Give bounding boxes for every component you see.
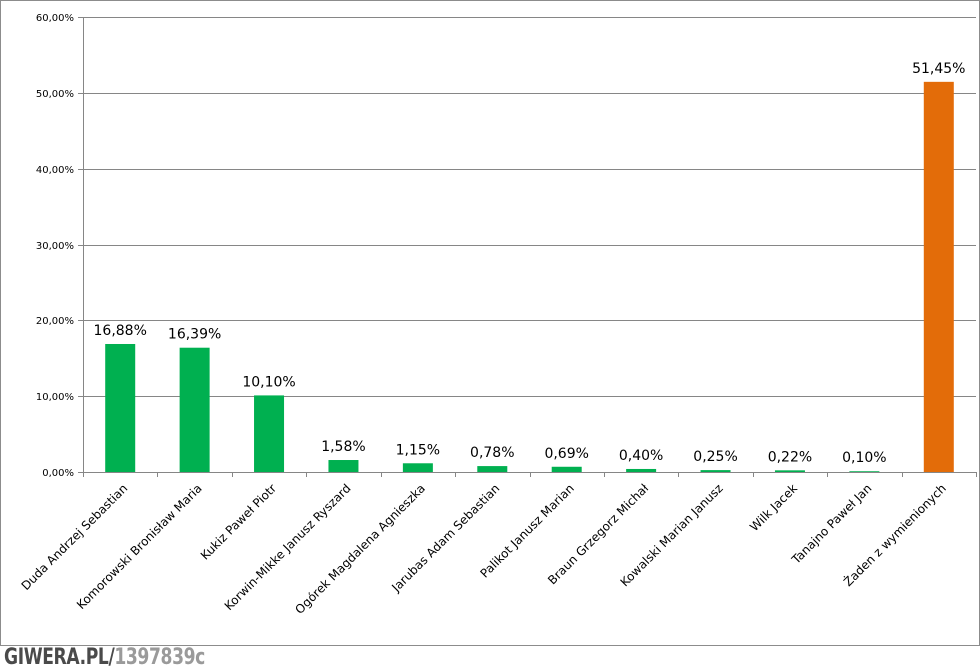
category-label: Wilk Jacek (747, 481, 800, 534)
bars (105, 81, 954, 473)
bar (328, 460, 359, 472)
data-label: 1,58% (321, 439, 365, 455)
y-tick-label: 0,00% (42, 468, 74, 479)
data-label: 0,10% (842, 450, 886, 466)
data-label: 0,25% (693, 449, 737, 465)
y-tick-label: 60,00% (36, 13, 74, 24)
x-axis (83, 17, 977, 477)
category-label: Tanajno Paweł Jan (788, 481, 874, 567)
y-tick-label: 20,00% (36, 316, 74, 327)
data-label: 1,15% (396, 442, 440, 458)
watermark-site: GIWERA.PL/ (4, 645, 115, 670)
data-label: 0,22% (768, 449, 812, 465)
data-label: 0,78% (470, 445, 514, 461)
y-axis-tick-labels: 0,00% 10,00% 20,00% 30,00% 40,00% 50,00% 60,00… (36, 13, 74, 479)
data-label: 16,39% (168, 327, 221, 343)
bar-chart: 0,00% 10,00% 20,00% 30,00% 40,00% 50,00% 60,00… (19, 13, 977, 617)
chart-frame: 0,00% 10,00% 20,00% 30,00% 40,00% 50,00% 60,00… (0, 0, 980, 646)
bar (626, 468, 657, 472)
bar (849, 471, 880, 472)
y-tick-label: 10,00% (36, 392, 74, 403)
category-label: Kukiz Paweł Piotr (198, 481, 279, 562)
bar (477, 466, 508, 472)
y-tick-label: 30,00% (36, 241, 74, 252)
data-label: 0,69% (544, 446, 588, 462)
data-labels: 16,88% 16,39% 10,10% 1,58% 1,15% 0,78% 0,69% 0,… (94, 61, 966, 466)
bar (774, 470, 805, 472)
category-label: Komorowski Bronisław Maria (74, 481, 205, 612)
bar (105, 343, 136, 472)
bar (402, 463, 433, 472)
category-label: Korwin-Mikke Janusz Ryszard (222, 481, 354, 613)
gridlines (78, 17, 976, 473)
data-label: 10,10% (242, 374, 295, 390)
bar (923, 81, 954, 473)
data-label: 0,40% (619, 448, 663, 464)
bar (179, 347, 210, 472)
watermark: GIWERA.PL/1397839c (4, 645, 205, 671)
bar (254, 395, 285, 472)
y-tick-label: 50,00% (36, 89, 74, 100)
category-label: Ogórek Magdalena Agnieszka (292, 481, 428, 617)
bar (700, 470, 731, 472)
bar (551, 466, 582, 472)
watermark-id: 1397839c (114, 645, 205, 670)
data-label: 51,45% (912, 61, 965, 77)
data-label: 16,88% (94, 323, 147, 339)
y-tick-label: 40,00% (36, 165, 74, 176)
